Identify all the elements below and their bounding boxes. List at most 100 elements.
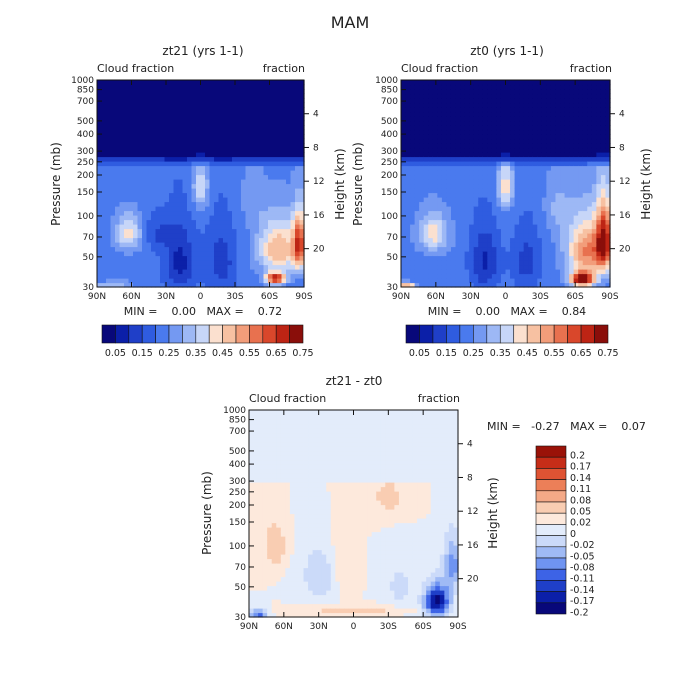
heatmap-cell — [441, 233, 448, 239]
heatmap-cell — [101, 134, 107, 140]
heatmap-cell — [214, 233, 220, 239]
heatmap-cell — [295, 120, 301, 126]
heatmap-cell — [245, 120, 251, 126]
heatmap-cell — [500, 237, 507, 243]
heatmap-cell — [285, 455, 291, 461]
heatmap-cell — [290, 143, 296, 149]
heatmap-cell — [487, 246, 493, 252]
heatmap-cell — [541, 98, 547, 104]
heatmap-cell — [414, 129, 420, 135]
heatmap-cell — [578, 93, 584, 99]
heatmap-cell — [119, 138, 125, 144]
colorbar-label: 0.05 — [409, 348, 430, 359]
heatmap-cell — [578, 210, 584, 216]
heatmap-cell — [437, 219, 443, 225]
heatmap-cell — [478, 237, 484, 243]
heatmap-cell — [564, 233, 570, 239]
heatmap-cell — [263, 237, 269, 243]
heatmap-cell — [115, 255, 121, 261]
heatmap-cell — [537, 278, 543, 284]
heatmap-cell — [605, 251, 611, 257]
heatmap-cell — [97, 233, 103, 239]
heatmap-cell — [410, 89, 416, 95]
heatmap-cell — [582, 255, 588, 261]
heatmap-cell — [151, 134, 157, 140]
heatmap-cell — [591, 282, 597, 288]
heatmap-cell — [405, 120, 411, 126]
heatmap-cell — [587, 251, 593, 257]
heatmap-cell — [146, 93, 152, 99]
heatmap-cell — [137, 251, 143, 257]
heatmap-cell — [510, 147, 516, 153]
heatmap-cell — [137, 165, 143, 171]
heatmap-cell — [223, 210, 229, 216]
heatmap-cell — [263, 138, 269, 144]
heatmap-cell — [473, 161, 479, 167]
heatmap-cell — [432, 84, 438, 90]
heatmap-cell — [405, 134, 411, 140]
heatmap-cell — [550, 251, 557, 257]
heatmap-cell — [298, 446, 305, 452]
heatmap-cell — [450, 93, 457, 99]
heatmap-cell — [537, 165, 543, 171]
heatmap-cell — [573, 215, 579, 221]
heatmap-cell — [142, 237, 148, 243]
heatmap-cell — [232, 161, 238, 167]
heatmap-cell — [428, 255, 434, 261]
heatmap-cell — [573, 246, 579, 252]
heatmap-cell — [146, 120, 152, 126]
heatmap-cell — [294, 482, 300, 488]
heatmap-cell — [578, 183, 584, 189]
heatmap-cell — [491, 179, 498, 185]
heatmap-cell — [469, 89, 475, 95]
heatmap-cell — [101, 129, 107, 135]
heatmap-cell — [137, 80, 143, 86]
heatmap-cell — [223, 233, 229, 239]
heatmap-cell — [514, 134, 520, 140]
heatmap-cell — [294, 477, 300, 483]
heatmap-cell — [289, 477, 296, 483]
heatmap-cell — [115, 80, 121, 86]
heatmap-cell — [546, 179, 552, 185]
heatmap-cell — [478, 188, 484, 194]
heatmap-cell — [214, 165, 220, 171]
heatmap-cell — [97, 282, 103, 288]
heatmap-cell — [218, 138, 224, 144]
heatmap-cell — [546, 233, 552, 239]
heatmap-cell — [491, 210, 498, 216]
heatmap-cell — [182, 264, 188, 270]
heatmap-cell — [164, 210, 170, 216]
heatmap-cell — [250, 89, 256, 95]
heatmap-cell — [137, 111, 143, 117]
heatmap-cell — [182, 269, 188, 275]
heatmap-cell — [505, 80, 511, 86]
heatmap-cell — [281, 125, 287, 131]
heatmap-cell — [295, 264, 301, 270]
heatmap-cell — [460, 111, 466, 117]
heatmap-cell — [169, 170, 175, 176]
heatmap-cell — [437, 224, 443, 230]
heatmap-cell — [460, 80, 466, 86]
heatmap-cell — [464, 120, 470, 126]
heatmap-cell — [280, 554, 286, 560]
heatmap-cell — [573, 111, 579, 117]
heatmap-cell — [455, 165, 461, 171]
heatmap-cell — [295, 251, 301, 257]
heatmap-cell — [277, 269, 283, 275]
heatmap-cell — [582, 93, 588, 99]
heatmap-cell — [146, 201, 152, 207]
heatmap-cell — [294, 414, 300, 420]
heatmap-cell — [290, 246, 296, 252]
heatmap-cell — [187, 98, 193, 104]
heatmap-cell — [605, 89, 611, 95]
min-max-readout: MIN = 0.00 MAX = 0.72 — [124, 305, 282, 318]
heatmap-cell — [214, 224, 220, 230]
heatmap-cell — [115, 138, 121, 144]
heatmap-cell — [241, 224, 247, 230]
heatmap-cell — [460, 98, 466, 104]
heatmap-cell — [423, 84, 429, 90]
heatmap-cell — [528, 179, 534, 185]
heatmap-cell — [254, 219, 260, 225]
heatmap-cell — [519, 210, 525, 216]
heatmap-cell — [505, 246, 511, 252]
